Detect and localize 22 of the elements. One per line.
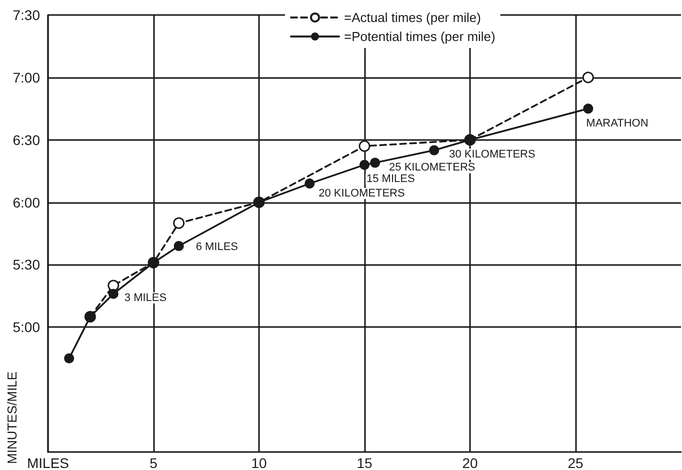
legend-label: =Actual times (per mile) [344, 10, 481, 25]
annotation: 25 KILOMETERS [389, 162, 476, 174]
x-tick-label: 25 [568, 455, 584, 470]
y-tick-label: 6:00 [12, 194, 40, 210]
annotation: MARATHON [586, 118, 648, 130]
y-axis-title: MINUTES/MILE [4, 371, 20, 464]
y-tick-label: 7:00 [12, 69, 40, 86]
y-tick-label: 7:30 [12, 7, 40, 23]
annotation: 6 MILES [196, 240, 238, 253]
annotation: 20 KILOMETERS [318, 188, 405, 200]
y-tick-label: 5:00 [12, 319, 40, 336]
legend-label: =Potential times (per mile) [344, 29, 496, 44]
annotation: 3 MILES [124, 292, 167, 304]
y-tick-label: 6:30 [12, 132, 40, 148]
annotation: 15 MILES [366, 172, 415, 185]
x-tick-label: 10 [251, 455, 267, 470]
x-tick-label: 15 [356, 455, 372, 470]
annotation: 30 KILOMETERS [449, 148, 536, 160]
y-tick-label: 5:30 [12, 256, 40, 273]
x-tick-label: 5 [150, 455, 158, 470]
x-tick-label: 20 [462, 455, 478, 470]
x-tick-label: MILES [26, 455, 70, 470]
